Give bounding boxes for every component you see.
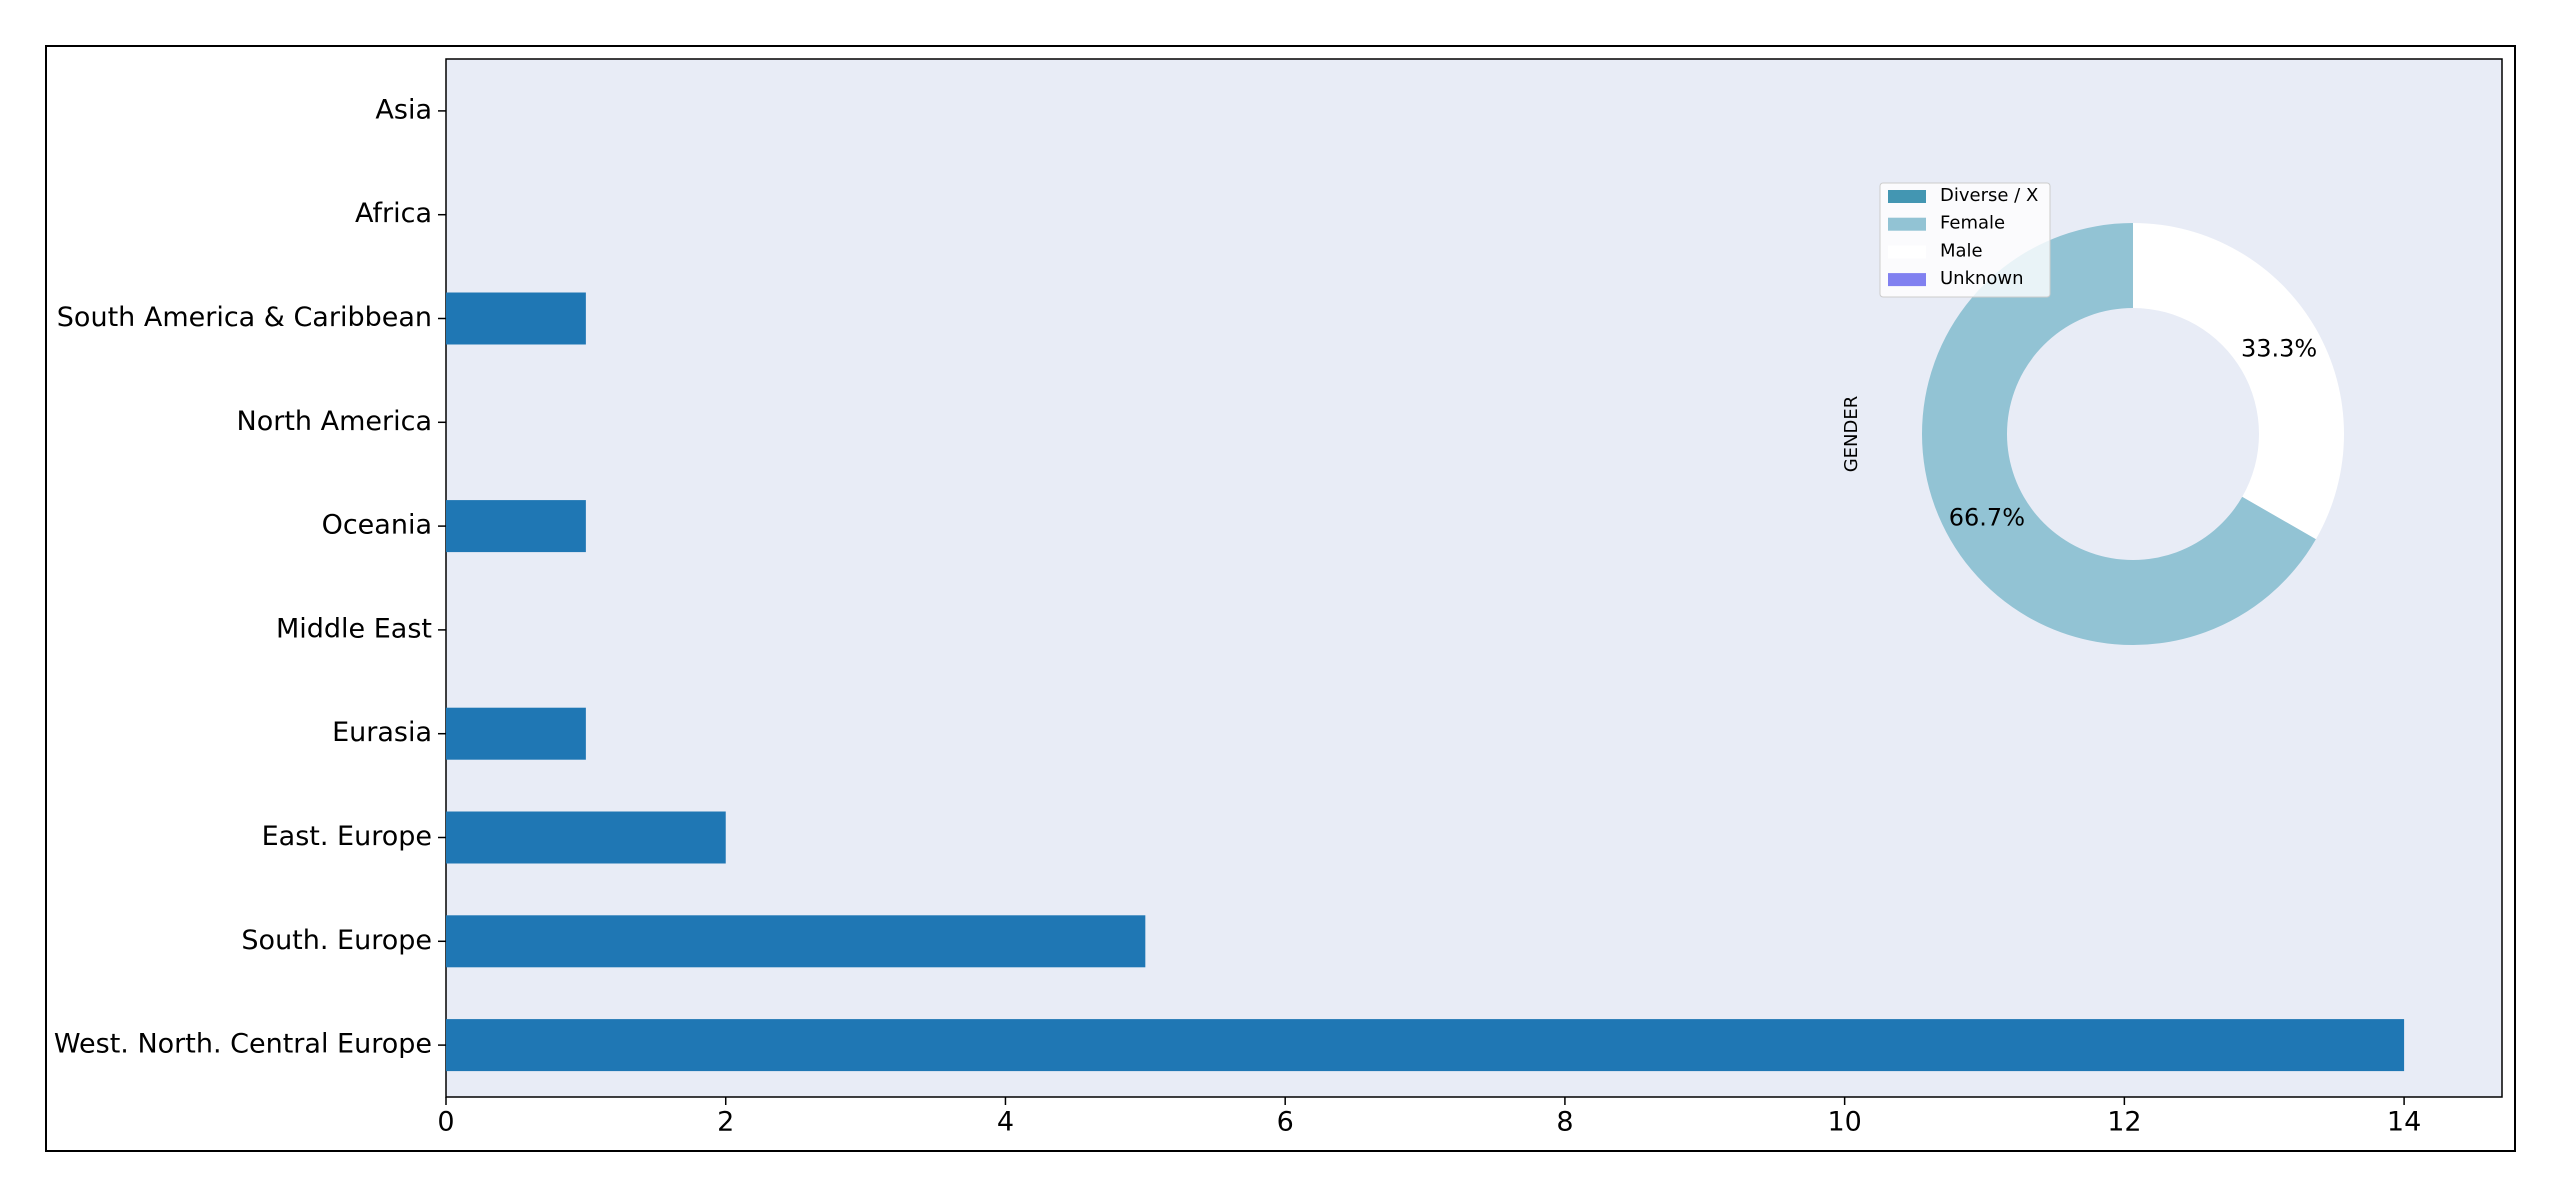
pie-slice (2133, 223, 2344, 540)
x-tick-label: 12 (2107, 1107, 2141, 1138)
y-tick-label: South. Europe (241, 925, 432, 956)
legend-swatch (1888, 190, 1926, 203)
legend-label: Male (1940, 240, 1983, 261)
bar (446, 707, 586, 760)
x-tick-label: 4 (997, 1107, 1014, 1138)
legend-label: Female (1940, 213, 2005, 234)
legend-swatch (1888, 245, 1926, 259)
x-tick-label: 14 (2387, 1107, 2421, 1138)
y-tick-label: South America & Caribbean (57, 302, 432, 333)
bar (446, 1019, 2405, 1072)
x-tick-label: 0 (437, 1107, 454, 1138)
y-tick-label: North America (237, 406, 432, 437)
x-tick-label: 2 (717, 1107, 734, 1138)
y-tick-label: Middle East (276, 613, 432, 644)
slice-label: 66.7% (1949, 504, 2025, 532)
y-tick-label: West. North. Central Europe (54, 1029, 432, 1060)
y-tick-label: Africa (355, 198, 432, 229)
x-tick-label: 8 (1556, 1107, 1573, 1138)
legend-label: Unknown (1940, 268, 2024, 289)
y-tick-label: Asia (375, 94, 432, 125)
y-tick-label: East. Europe (262, 821, 432, 852)
x-tick-label: 6 (1277, 1107, 1294, 1138)
x-tick-label: 10 (1827, 1107, 1861, 1138)
legend-label: Diverse / X (1940, 185, 2038, 206)
slice-label: 33.3% (2241, 334, 2317, 362)
legend-swatch (1888, 273, 1926, 287)
legend-box (1879, 182, 2051, 298)
bar (446, 500, 586, 553)
legend-swatch (1888, 217, 1926, 231)
y-tick-label: Oceania (322, 510, 432, 541)
axis-label: GENDER (1841, 396, 1862, 473)
bar (446, 915, 1146, 968)
bar (446, 811, 726, 864)
pie-slice (1922, 223, 2316, 645)
y-tick-label: Eurasia (332, 717, 432, 748)
bar (446, 292, 586, 345)
